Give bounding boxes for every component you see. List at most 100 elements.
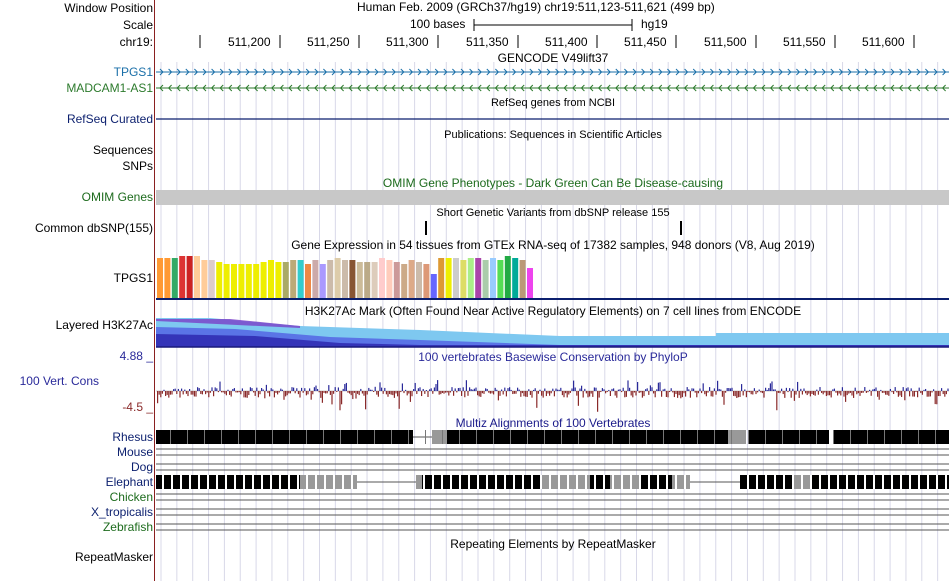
- strand-arrow: [761, 84, 766, 92]
- species-label-x-tropicalis[interactable]: X_tropicalis: [90, 505, 153, 519]
- phylop-neg-bar: [477, 391, 479, 396]
- phylop-neg-bar: [550, 391, 552, 394]
- phylop-neg-bar: [926, 391, 928, 397]
- strand-arrow: [425, 84, 430, 92]
- multiz-stripe: [810, 475, 812, 489]
- track-label-refseq[interactable]: RefSeq Curated: [66, 112, 153, 126]
- h3k27ac-signal: [156, 318, 949, 348]
- phylop-pos-bar: [720, 389, 722, 391]
- strand-arrow: [606, 84, 611, 92]
- species-label-chicken[interactable]: Chicken: [109, 490, 153, 504]
- phylop-pos-bar: [693, 388, 695, 391]
- track-label-gtex[interactable]: TPGS1: [113, 271, 153, 285]
- strand-arrow: [297, 68, 302, 76]
- phylop-neg-bar: [273, 391, 275, 398]
- phylop-neg-bar: [750, 391, 752, 395]
- phylop-pos-bar: [872, 389, 874, 391]
- phylop-neg-bar: [901, 391, 903, 397]
- species-label-mouse[interactable]: Mouse: [116, 445, 153, 459]
- phylop-neg-bar: [904, 391, 906, 401]
- phylop-neg-bar: [635, 391, 637, 396]
- phylop-neg-bar: [352, 391, 354, 400]
- phylop-neg-bar: [849, 391, 851, 393]
- phylop-neg-bar: [179, 391, 181, 398]
- track-label-tpgs1[interactable]: TPGS1: [113, 65, 153, 79]
- phylop-neg-bar: [561, 391, 563, 396]
- strand-arrow: [520, 84, 525, 92]
- gtex-tissue-bar: [379, 258, 385, 298]
- strand-arrow: [305, 68, 310, 76]
- phylop-neg-bar: [694, 391, 696, 393]
- phylop-pos-bar: [601, 388, 603, 391]
- multiz-title: Multiz Alignments of 100 Vertebrates: [455, 416, 651, 430]
- strand-arrow: [271, 84, 276, 92]
- multiz-stripe: [828, 475, 830, 489]
- gencode-track[interactable]: [156, 68, 949, 92]
- phylop-pos-bar: [741, 384, 743, 391]
- strand-arrow: [830, 84, 835, 92]
- track-label-snps[interactable]: SNPs: [122, 159, 153, 173]
- phylop-neg-bar: [326, 391, 328, 394]
- phylop-pos-bar: [496, 389, 498, 391]
- phylop-pos-bar: [504, 387, 506, 391]
- track-label-dbsnp[interactable]: Common dbSNP(155): [34, 221, 153, 235]
- phylop-neg-bar: [390, 391, 392, 395]
- phylop-pos-bar: [910, 388, 912, 391]
- strand-arrow: [520, 68, 525, 76]
- strand-arrow: [296, 84, 301, 92]
- strand-arrow: [374, 84, 379, 92]
- phylop-neg-bar: [851, 391, 853, 396]
- multiz-stripe: [585, 475, 587, 489]
- species-label-elephant[interactable]: Elephant: [105, 475, 153, 489]
- phylop-pos-bar: [533, 389, 535, 391]
- species-label-zebrafish[interactable]: Zebrafish: [102, 520, 153, 534]
- strand-arrow: [305, 84, 310, 92]
- phylop-neg-bar: [737, 391, 739, 398]
- multiz-stripe: [476, 430, 477, 444]
- phylop-pos-bar: [405, 389, 407, 391]
- phylop-pos-bar: [902, 387, 904, 391]
- phylop-pos-bar: [702, 383, 704, 391]
- multiz-stripe: [527, 430, 528, 444]
- strand-arrow: [374, 68, 379, 76]
- phylop-pos-bar: [726, 388, 728, 391]
- multiz-stripe: [243, 475, 245, 489]
- phylop-pos-bar: [368, 387, 370, 391]
- strand-arrow: [400, 68, 405, 76]
- phylop-pos-bar: [664, 388, 666, 391]
- phylop-pos-bar: [947, 388, 949, 391]
- phylop-neg-bar: [158, 391, 160, 395]
- phylop-pos-bar: [758, 389, 760, 391]
- track-label-h3k27ac[interactable]: Layered H3K27Ac: [55, 318, 153, 332]
- phylop-neg-bar: [587, 391, 589, 398]
- strand-arrow: [572, 68, 577, 76]
- phylop-pos-bar: [417, 388, 419, 391]
- phylop-pos-bar: [864, 387, 866, 391]
- multiz-stripe: [170, 430, 171, 444]
- track-label-phylop[interactable]: 100 Vert. Cons: [19, 374, 99, 388]
- strand-arrow: [710, 68, 715, 76]
- phylop-pos-bar: [688, 389, 690, 391]
- track-label-madcam1-as1[interactable]: MADCAM1-AS1: [66, 81, 153, 95]
- phylop-pos-bar: [629, 387, 631, 391]
- species-label-dog[interactable]: Dog: [130, 460, 153, 474]
- omim-title: OMIM Gene Phenotypes - Dark Green Can Be…: [382, 176, 724, 190]
- track-label-omim[interactable]: OMIM Genes: [81, 190, 153, 204]
- phylop-pos-bar: [422, 388, 424, 391]
- multiz-stripe: [270, 475, 272, 489]
- phylop-neg-bar: [365, 391, 367, 410]
- phylop-pos-bar: [189, 389, 191, 391]
- species-label-rhesus[interactable]: Rhesus: [112, 430, 153, 444]
- phylop-neg-bar: [696, 391, 698, 398]
- gtex-tissue-bar: [245, 264, 252, 298]
- track-label-sequences[interactable]: Sequences: [92, 143, 153, 157]
- phylop-neg-bar: [192, 391, 194, 395]
- strand-arrow: [598, 68, 603, 76]
- phylop-pos-bar: [517, 387, 519, 391]
- track-label-repeatmasker[interactable]: RepeatMasker: [74, 550, 153, 564]
- phylop-pos-bar: [792, 388, 794, 391]
- phylop-pos-bar: [419, 387, 421, 391]
- phylop-neg-bar: [531, 391, 533, 398]
- multiz-stripe: [927, 475, 929, 489]
